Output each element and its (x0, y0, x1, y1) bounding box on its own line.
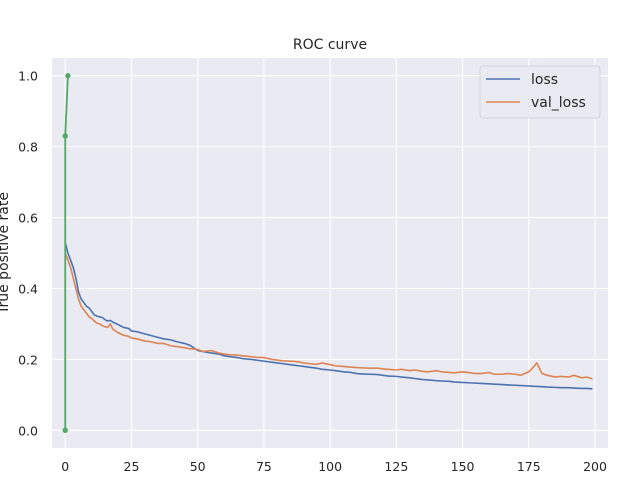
x-tick-label: 125 (384, 459, 408, 474)
y-tick-label: 1.0 (18, 69, 38, 84)
legend: loss val_loss (479, 65, 601, 119)
y-axis-label: True positive rate (0, 192, 12, 315)
roc-point-marker (62, 133, 68, 139)
legend-label-val-loss: val_loss (531, 95, 586, 111)
series-line-loss (64, 242, 593, 390)
x-tick-label: 200 (583, 459, 607, 474)
y-tick-label: 0.2 (18, 352, 38, 367)
roc-point-marker (62, 427, 68, 433)
x-tick-label: 100 (318, 459, 342, 474)
y-tick-label: 0.8 (18, 140, 38, 155)
y-tick-label: 0.6 (18, 211, 38, 226)
x-tick-label: 150 (451, 459, 475, 474)
roc-point-marker (65, 73, 71, 79)
x-tick-label: 0 (61, 459, 69, 474)
x-tick-label: 75 (256, 459, 272, 474)
grid-lines (52, 58, 608, 448)
x-tick-label: 175 (517, 459, 541, 474)
chart-title: ROC curve (293, 37, 367, 53)
x-tick-label: 25 (124, 459, 140, 474)
series-line-val-loss (64, 252, 593, 380)
y-tick-label: 0.4 (18, 281, 38, 296)
y-axis-ticks: 0.0 0.2 0.4 0.6 0.8 1.0 (18, 69, 38, 439)
series-layer (62, 73, 593, 433)
y-tick-label: 0.0 (18, 423, 38, 438)
legend-label-loss: loss (531, 72, 558, 88)
x-tick-label: 50 (190, 459, 206, 474)
x-axis-ticks: 0 25 50 75 100 125 150 175 200 (61, 459, 607, 474)
